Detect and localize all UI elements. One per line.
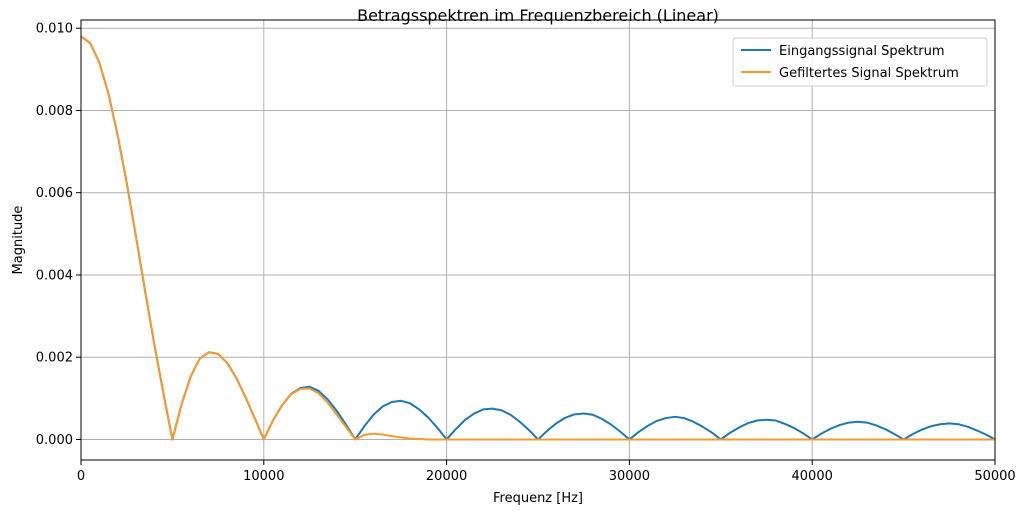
x-tick-label: 30000 [609,469,650,484]
chart-title: Betragsspektren im Frequenzbereich (Line… [357,6,719,25]
y-tick-label: 0.002 [36,351,73,366]
x-tick-label: 10000 [243,469,284,484]
series-lines [80,35,996,441]
x-tick-label: 20000 [426,469,467,484]
y-tick-label: 0.010 [36,22,73,37]
legend-label-gefiltert: Gefiltertes Signal Spektrum [779,66,959,81]
legend-box [732,37,988,87]
axis-ticks: 0 10000 20000 30000 40000 50000 0.000 0.002 0.00… [36,22,1016,484]
y-axis-label: Magnitude [11,206,26,275]
x-tick-label: 40000 [792,469,833,484]
y-tick-label: 0.000 [36,433,73,448]
x-tick-label: 0 [77,469,85,484]
series-line-gefiltert [80,35,995,441]
x-tick-label: 50000 [974,469,1015,484]
plot-frame [80,19,996,461]
legend: Eingangssignal Spektrum Gefiltertes Sign… [732,37,988,87]
y-tick-label: 0.004 [36,268,73,283]
legend-label-eingangssignal: Eingangssignal Spektrum [779,44,945,59]
y-tick-label: 0.006 [36,186,73,201]
y-tick-label: 0.008 [36,104,73,119]
x-axis-label: Frequenz [Hz] [493,491,583,506]
